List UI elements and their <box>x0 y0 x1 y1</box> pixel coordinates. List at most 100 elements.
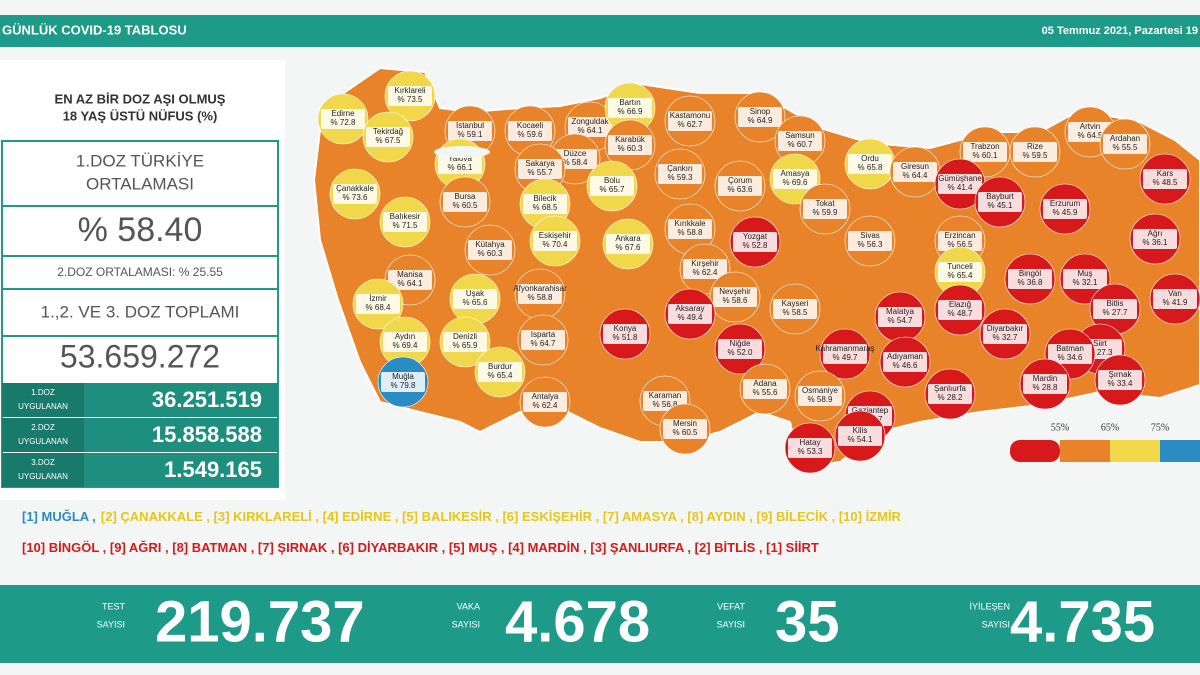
province-name: Burdur <box>488 362 512 371</box>
province-value: % 56.8 <box>653 400 678 409</box>
province-value: % 49.4 <box>678 313 703 322</box>
province-value: % 64.1 <box>578 126 603 135</box>
row-label: 3.DOZ <box>31 458 55 467</box>
province-name: Sinop <box>750 107 771 116</box>
province-label-bg <box>1013 142 1057 162</box>
province-name: Aydın <box>395 332 415 341</box>
row-label: 1.DOZ <box>31 388 55 397</box>
province-name: İstanbul <box>456 121 484 130</box>
province-value: % 68.5 <box>533 203 558 212</box>
province-label-bg <box>606 234 650 254</box>
province-name: Çankırı <box>667 164 693 173</box>
stats: TEST SAYISI 219.737 VAKA SAYISI 4.678 VEFAT SAY… <box>97 589 1156 654</box>
province-value: % 59.3 <box>668 173 693 182</box>
province-name: Giresun <box>901 162 929 171</box>
province-value: % 60.5 <box>673 428 698 437</box>
province-value: % 68.4 <box>366 303 391 312</box>
province-label-bg <box>523 392 567 412</box>
province-name: Diyarbakır <box>987 324 1024 333</box>
legend-label: 75% <box>1151 422 1169 433</box>
province-value: % 58.9 <box>808 395 833 404</box>
province-name: Elazığ <box>949 300 971 309</box>
province-value: % 72.8 <box>331 118 356 127</box>
province-label-bg <box>1043 199 1087 219</box>
province-value: % 65.4 <box>488 371 513 380</box>
stat-label: VEFAT <box>717 601 745 611</box>
province-name: Karaman <box>649 391 681 400</box>
province-name: Ardahan <box>1110 134 1140 143</box>
province-value: % 55.5 <box>1113 143 1138 152</box>
province-name: Manisa <box>397 270 423 279</box>
province-value: % 62.7 <box>678 120 703 129</box>
province-value: % 53.3 <box>798 447 823 456</box>
province-label-bg <box>658 164 702 184</box>
province-label-bg <box>388 86 432 106</box>
province-name: Yalova <box>448 154 472 163</box>
province-label-bg <box>878 307 922 327</box>
province-label-bg <box>568 117 612 137</box>
province-label-bg <box>448 121 492 141</box>
province-value: % 58.6 <box>723 296 748 305</box>
province-value: % 41.4 <box>948 183 973 192</box>
province-label-bg <box>388 270 432 290</box>
province-name: Artvin <box>1080 122 1100 131</box>
total-label: 1.,2. VE 3. DOZ TOPLAMI <box>41 302 240 321</box>
average-value: % 58.40 <box>78 211 203 249</box>
province-label-bg <box>938 174 982 194</box>
province-label-bg <box>453 289 497 309</box>
province-label-bg <box>321 109 365 129</box>
row-value: 1.549.165 <box>164 457 262 482</box>
province-name: Düzce <box>564 149 587 158</box>
province-label-bg <box>518 284 562 304</box>
province-name: Çanakkale <box>336 184 374 193</box>
second-dose-average: 2.DOZ ORTALAMASI: % 25.55 <box>57 265 223 279</box>
province-value: % 58.5 <box>783 308 808 317</box>
legend-swatch <box>1010 440 1060 462</box>
province-value: % 56.5 <box>948 240 973 249</box>
province-name: Uşak <box>466 289 485 298</box>
province-label-bg <box>663 419 707 439</box>
province-name: Bartın <box>619 98 640 107</box>
province-name: Rize <box>1027 142 1044 151</box>
province-label-bg <box>848 154 892 174</box>
province-name: Afyonkarahisar <box>513 284 567 293</box>
province-label-bg <box>738 107 782 127</box>
province-value: % 33.4 <box>1108 379 1133 388</box>
province-value: % 45.9 <box>1053 208 1078 217</box>
province-name: Edirne <box>331 109 355 118</box>
province-label-bg <box>1008 269 1052 289</box>
province-name: Kilis <box>853 426 868 435</box>
province-value: % 67.5 <box>376 136 401 145</box>
total-value: 53.659.272 <box>60 338 220 374</box>
stat-value: 4.678 <box>505 589 650 654</box>
province-name: Van <box>1168 289 1182 298</box>
province-value: % 41.9 <box>1163 298 1188 307</box>
province-value: % 60.1 <box>973 151 998 160</box>
province-name: Batman <box>1056 344 1084 353</box>
province-name: Tunceli <box>947 262 973 271</box>
province-value: % 46.6 <box>893 361 918 370</box>
province-value: % 58.8 <box>528 293 553 302</box>
province-value: % 27.3 <box>1088 348 1113 357</box>
province-label-bg <box>1103 134 1147 154</box>
row-label-bg <box>2 383 84 417</box>
province-name: Konya <box>614 324 637 333</box>
province-value: % 32.7 <box>993 333 1018 342</box>
province-label-bg <box>773 169 817 189</box>
province-name: Kayseri <box>782 299 809 308</box>
province-label-bg <box>1143 169 1187 189</box>
province-label-bg <box>938 262 982 282</box>
province-value: % 60.3 <box>478 249 503 258</box>
province-label-bg <box>983 324 1027 344</box>
average-label: 1.DOZ TÜRKİYE <box>76 151 204 170</box>
province-value: % 58.8 <box>678 228 703 237</box>
stat-value: 35 <box>775 589 840 654</box>
province-value: % 73.6 <box>343 193 368 202</box>
province-label-bg <box>778 131 822 151</box>
province-name: Isparta <box>531 330 556 339</box>
province-label-bg <box>1023 374 1067 394</box>
province-name: Denizli <box>453 332 477 341</box>
province-name: Bolu <box>604 176 620 185</box>
province-label-bg <box>1133 229 1177 249</box>
province-value: % 64.1 <box>398 279 423 288</box>
